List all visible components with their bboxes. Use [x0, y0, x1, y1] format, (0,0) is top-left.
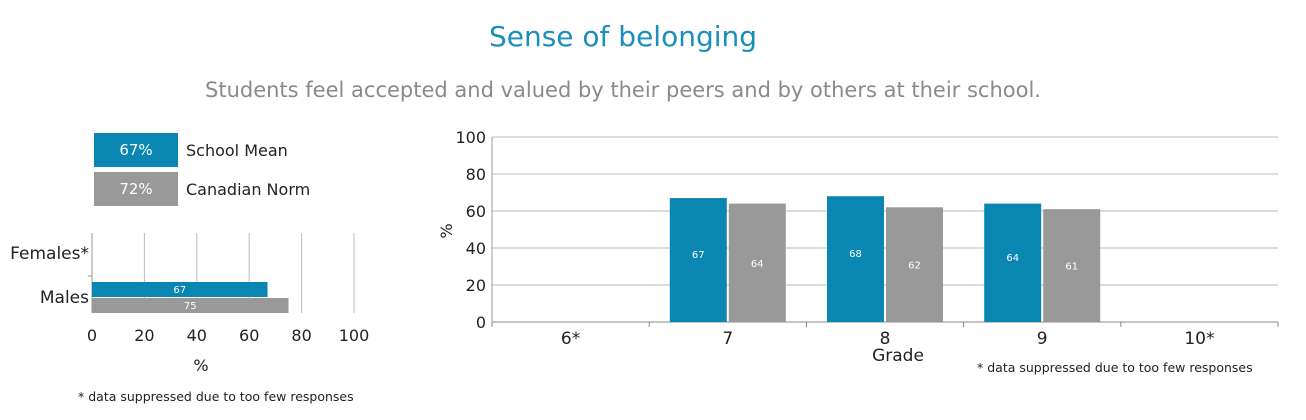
- bar: [1043, 209, 1101, 322]
- y-axis-title: %: [437, 223, 456, 238]
- y-category-label: Females*: [10, 244, 89, 264]
- legend-label-canadian-norm: Canadian Norm: [186, 179, 311, 199]
- x-category-label: 10*: [1184, 329, 1214, 349]
- bar-value-label: 67: [173, 285, 186, 296]
- grade-bar-chart: 0 20 40 60 80 100 6* 7 8 9 10* 67 68 64 64 62 61 Grade%: [437, 128, 1279, 365]
- footnote-grade: * data suppressed due to too few respons…: [977, 360, 1253, 375]
- bar: [827, 196, 884, 322]
- bar-value-label: 67: [692, 250, 705, 261]
- bar-value-label: 62: [908, 261, 921, 272]
- x-tick-label: 0: [87, 326, 97, 345]
- x-axis-title: Grade: [872, 346, 924, 365]
- chart-title: Sense of belonging: [488, 20, 758, 53]
- gender-bar-chart: 0 20 40 60 80 100 Females* Males 67 75%: [10, 233, 370, 375]
- chart-subtitle: Students feel accepted and valued by the…: [205, 78, 1041, 102]
- bar: [92, 282, 268, 297]
- y-tick-label: 60: [466, 202, 486, 221]
- x-axis-title: %: [193, 356, 208, 375]
- bar: [728, 203, 786, 322]
- legend-swatch-canadian-norm: 72%: [94, 172, 178, 206]
- x-tick-label: 40: [187, 326, 207, 345]
- x-tick-label: 60: [239, 326, 259, 345]
- bar-value-label: 64: [1006, 253, 1019, 264]
- footnote-gender: * data suppressed due to too few respons…: [78, 389, 354, 404]
- bar-value-label: 61: [1065, 262, 1078, 273]
- y-tick-label: 20: [466, 276, 486, 295]
- x-category-label: 6*: [561, 329, 580, 349]
- legend-item-canadian-norm: 72% Canadian Norm: [94, 172, 310, 206]
- x-tick-label: 80: [291, 326, 311, 345]
- bar: [984, 203, 1042, 322]
- bar: [886, 207, 943, 322]
- legend-label-school-mean: School Mean: [186, 140, 288, 160]
- bar: [669, 198, 727, 322]
- x-category-label: 9: [1037, 329, 1048, 349]
- legend-item-school-mean: 67% School Mean: [94, 133, 288, 167]
- x-tick-label: 100: [339, 326, 370, 345]
- bar-value-label: 64: [751, 259, 764, 270]
- bar-value-label: 68: [849, 249, 862, 260]
- x-tick-label: 20: [134, 326, 154, 345]
- y-tick-label: 100: [455, 128, 486, 147]
- x-category-label: 7: [722, 329, 733, 349]
- y-tick-label: 0: [476, 313, 486, 332]
- y-tick-label: 40: [466, 239, 486, 258]
- bar-value-label: 75: [184, 301, 197, 312]
- legend-swatch-school-mean: 67%: [94, 133, 178, 167]
- y-tick-label: 80: [466, 165, 486, 184]
- y-category-label: Males: [40, 288, 89, 308]
- x-category-label: 8: [880, 329, 891, 349]
- bar: [92, 298, 289, 313]
